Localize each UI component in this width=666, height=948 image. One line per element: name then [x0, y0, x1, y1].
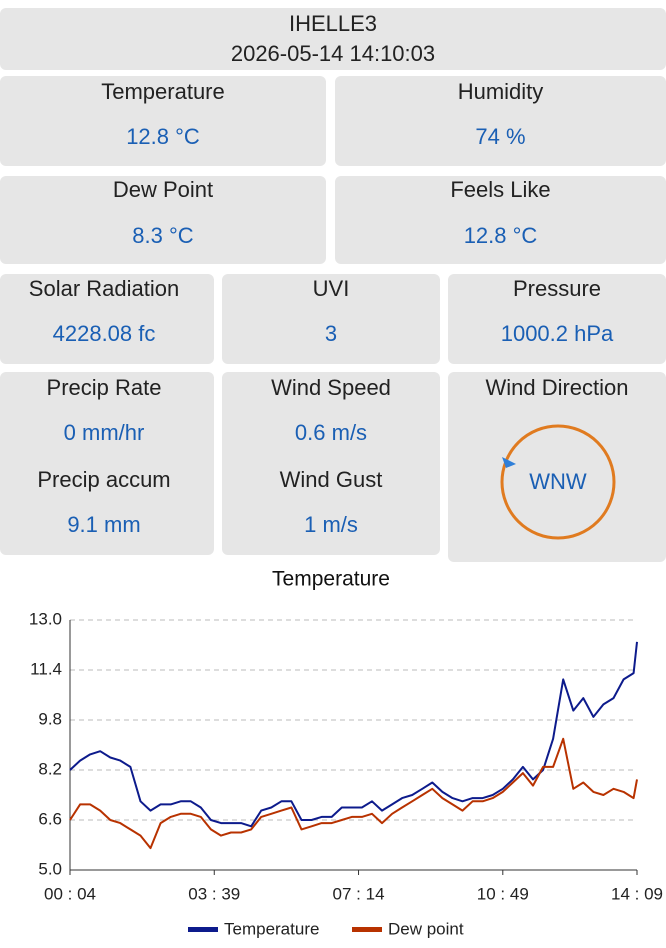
- tile-value: 9.1 mm: [67, 512, 141, 537]
- tile-value: 3: [324, 321, 338, 346]
- tile-value: 12.8 °C: [126, 124, 200, 149]
- tile-value: 8.3 °C: [132, 223, 194, 248]
- station: IHELLE3: [288, 11, 378, 36]
- tile-label: Wind Gust: [279, 467, 383, 492]
- tile-label: Dew Point: [112, 177, 214, 202]
- tile: [0, 274, 214, 364]
- y-tick-label: 6.6: [38, 809, 62, 828]
- y-tick-label: 8.2: [38, 759, 62, 778]
- tile: [448, 372, 666, 562]
- chart: Temperature 5.0 6.6 8.2 9.8 11.4 13.0 00 : 04 0…: [29, 568, 663, 939]
- tile-label: Wind Direction: [485, 375, 629, 400]
- tile-label: Solar Radiation: [28, 276, 180, 301]
- x-tick-label: 07 : 14: [333, 884, 385, 903]
- line-series: [69, 737, 638, 850]
- tile-label: UVI: [312, 276, 350, 301]
- tile-label: Humidity: [457, 79, 544, 104]
- chart-title: Temperature: [272, 568, 390, 591]
- legend-label: Dew point: [388, 919, 464, 938]
- header-box: [0, 8, 666, 70]
- wind-arrow: [502, 457, 516, 468]
- tile-value: 0.6 m/s: [294, 420, 368, 445]
- legend-swatch: [188, 927, 218, 932]
- timestamp: 2026-05-14 14:10:03: [230, 41, 436, 66]
- tile-label: Precip Rate: [46, 375, 162, 400]
- line-series: [69, 641, 638, 828]
- tile-value: WNW: [529, 469, 587, 494]
- tile-label: Wind Speed: [271, 375, 391, 400]
- y-tick-label: 9.8: [38, 709, 62, 728]
- compass-ring: [500, 424, 616, 540]
- tile-label: Pressure: [512, 276, 602, 301]
- tile-value: 4228.08 fc: [52, 321, 156, 346]
- tile: [0, 372, 214, 555]
- tile: [222, 274, 440, 364]
- tile-label: Precip accum: [37, 467, 171, 492]
- legend-label: Temperature: [224, 919, 319, 938]
- tile: [222, 372, 440, 555]
- tile-value: 74 %: [475, 124, 526, 149]
- y-tick-label: 13.0: [29, 609, 62, 628]
- x-tick-label: 03 : 39: [188, 884, 240, 903]
- tile-label: Feels Like: [450, 177, 551, 202]
- tile: [335, 176, 666, 264]
- y-tick-label: 11.4: [30, 659, 62, 678]
- x-tick-label: 10 : 49: [477, 884, 529, 903]
- tile-value: 1000.2 hPa: [500, 321, 614, 346]
- wind-compass: [500, 424, 616, 540]
- tile-label: Temperature: [101, 79, 225, 104]
- tile-value: 0 mm/hr: [63, 420, 145, 445]
- tile-value: 12.8 °C: [463, 223, 538, 248]
- x-tick-label: 14 : 09: [611, 884, 663, 903]
- tile-value: 1 m/s: [304, 512, 358, 537]
- tile: [0, 76, 326, 166]
- legend-swatch: [352, 927, 382, 932]
- y-tick-label: 5.0: [38, 859, 62, 878]
- x-tick-label: 00 : 04: [44, 884, 96, 903]
- tile: [448, 274, 666, 364]
- tile: [335, 76, 666, 166]
- tile: [0, 176, 326, 264]
